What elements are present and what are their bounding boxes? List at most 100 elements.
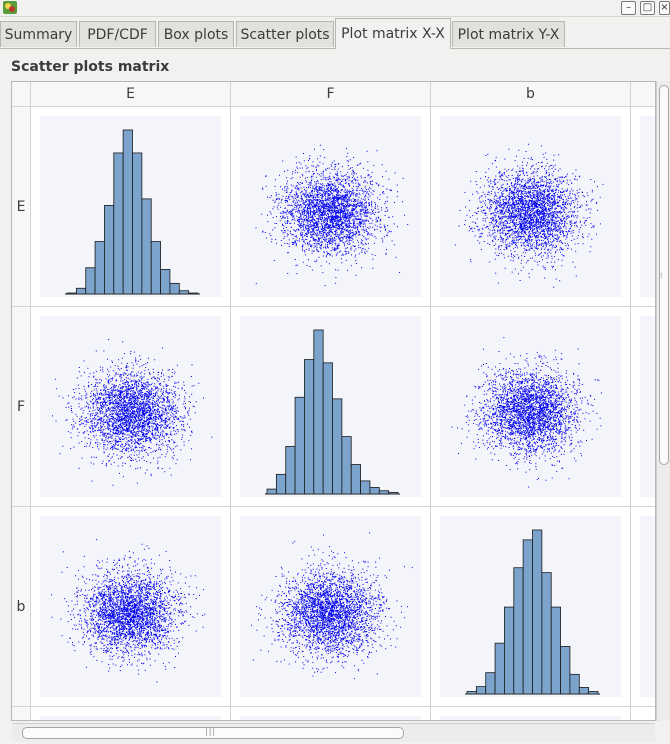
scatter-plot-b-f: [240, 516, 421, 697]
histogram-bar: [532, 529, 543, 695]
histogram-bar: [75, 287, 87, 295]
histogram-bar: [466, 691, 477, 695]
histogram-bar: [94, 241, 105, 295]
scatter-plot-matrix: E F b E F b: [11, 81, 656, 721]
histogram-f: [240, 316, 421, 497]
matrix-cell-b-e[interactable]: [31, 507, 231, 707]
scatter-points: [255, 144, 409, 286]
row-header-e[interactable]: E: [12, 107, 31, 307]
tab-plot-matrix-x-x[interactable]: Plot matrix X-X: [335, 18, 451, 49]
window-titlebar: – □ ×: [0, 0, 670, 17]
histogram-bar: [322, 362, 333, 495]
minimize-button[interactable]: –: [621, 1, 636, 15]
histogram-b: [440, 516, 621, 697]
tab-summary[interactable]: Summary: [0, 21, 77, 47]
tab-pdf-cdf[interactable]: PDF/CDF: [79, 21, 156, 47]
histogram-bar: [304, 359, 315, 495]
matrix-cell-b-f[interactable]: [231, 507, 431, 707]
matrix-cell-f-e[interactable]: [31, 307, 231, 507]
plot-partial: [40, 716, 221, 720]
histogram-bar: [141, 198, 152, 295]
app-icon: [3, 1, 17, 14]
histogram-bar: [169, 282, 180, 295]
scatter-points: [51, 539, 206, 683]
column-header-e[interactable]: E: [31, 82, 231, 107]
tab-plot-matrix-y-x[interactable]: Plot matrix Y-X: [452, 21, 565, 47]
matrix-cell-partial: [631, 107, 655, 307]
matrix-cell-f-b[interactable]: [431, 307, 631, 507]
row-header-f[interactable]: F: [12, 307, 31, 507]
tab-label: Plot matrix Y-X: [457, 27, 560, 43]
scatter-points: [251, 532, 413, 680]
histogram-bar: [150, 241, 161, 295]
maximize-button[interactable]: □: [640, 1, 655, 15]
histogram-bar: [160, 268, 171, 295]
histogram-bar: [494, 642, 505, 695]
tab-box-plots[interactable]: Box plots: [158, 21, 234, 47]
plot-partial: [240, 716, 421, 720]
histogram-bar: [178, 290, 190, 295]
histogram-bar: [294, 396, 305, 495]
histogram-bar: [122, 129, 133, 295]
close-button[interactable]: ×: [659, 1, 670, 15]
histogram-bar: [550, 606, 561, 695]
histogram-bar: [313, 329, 324, 495]
histogram-bar: [560, 646, 571, 695]
scatter-plot-b-e: [40, 516, 221, 697]
histogram-bar: [588, 691, 599, 695]
scatter-plot-e-b: [440, 116, 621, 297]
matrix-cell-partial: [231, 707, 431, 720]
matrix-cell-partial: [31, 707, 231, 720]
tab-label: Plot matrix X-X: [341, 26, 445, 42]
grip-icon: |||: [205, 727, 217, 736]
grip-icon: ⁞: [660, 271, 664, 280]
histogram-bar: [113, 152, 124, 295]
matrix-cell-e-f[interactable]: [231, 107, 431, 307]
section-title: Scatter plots matrix: [11, 59, 170, 75]
histogram-bar: [350, 464, 361, 495]
histogram-bar: [285, 446, 296, 495]
histogram-bar: [369, 487, 380, 495]
scatter-points: [454, 143, 604, 288]
tab-label: Scatter plots: [240, 27, 330, 43]
matrix-cell-f-f[interactable]: [231, 307, 431, 507]
column-header-f[interactable]: F: [231, 82, 431, 107]
scatter-plot-f-b: [440, 316, 621, 497]
row-header-b[interactable]: b: [12, 507, 31, 707]
matrix-cell-b-b[interactable]: [431, 507, 631, 707]
histogram-bar: [266, 488, 277, 495]
tab-label: Box plots: [163, 27, 229, 43]
horizontal-scrollbar[interactable]: |||: [12, 723, 655, 742]
histogram-bar: [332, 398, 343, 495]
column-header-b[interactable]: b: [431, 82, 631, 107]
row-header-next: [12, 707, 31, 720]
histogram-bar: [541, 572, 552, 695]
histogram-bar: [104, 205, 115, 295]
histogram-bar: [188, 292, 199, 295]
scatter-points: [52, 339, 213, 486]
plot-partial: [640, 116, 655, 297]
tab-label: PDF/CDF: [87, 27, 148, 43]
histogram-bar: [275, 473, 287, 495]
histogram-bar: [485, 672, 496, 695]
plot-partial: [440, 716, 621, 720]
scatter-plot-e-f: [240, 116, 421, 297]
histogram-bar: [85, 267, 96, 295]
histogram-bar: [378, 490, 390, 495]
matrix-cell-e-e[interactable]: [31, 107, 231, 307]
tab-scatter-plots[interactable]: Scatter plots: [236, 21, 334, 47]
vertical-scrollbar-thumb[interactable]: ⁞: [659, 85, 669, 465]
matrix-cell-partial: [431, 707, 631, 720]
column-header-next: [631, 82, 655, 107]
histogram-bar: [578, 687, 590, 695]
horizontal-scrollbar-thumb[interactable]: |||: [22, 727, 404, 739]
histogram-bar: [475, 686, 487, 695]
vertical-scrollbar[interactable]: ⁞: [656, 81, 670, 721]
scatter-plot-f-e: [40, 316, 221, 497]
matrix-cell-partial: [631, 307, 655, 507]
histogram-e: [40, 116, 221, 297]
matrix-cell-e-b[interactable]: [431, 107, 631, 307]
histogram-bar: [341, 436, 352, 495]
histogram-bar: [388, 491, 399, 495]
plot-partial: [640, 316, 655, 497]
